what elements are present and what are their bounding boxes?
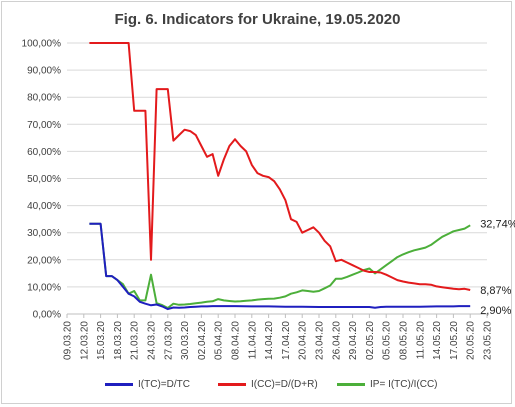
series-end-label: 32,74% (480, 218, 515, 230)
x-tick-label: 02.05.20 (365, 321, 376, 360)
x-tick-label: 14.05.20 (432, 321, 443, 360)
legend-label-icc: I(CC)=D/(D+R) (251, 378, 318, 390)
end-labels: 2,90% 8,87% 32,74% (480, 218, 515, 317)
y-tick-label: 40,00% (27, 201, 61, 212)
series-end-label: 8,87% (480, 285, 511, 297)
x-tick-label: 18.03.20 (113, 321, 124, 360)
x-tick-label: 23.04.20 (315, 321, 326, 360)
series-line (89, 222, 471, 309)
y-tick-label: 80,00% (27, 93, 61, 104)
x-tick-label: 14.04.20 (264, 321, 275, 360)
legend-swatch-icc (218, 382, 246, 386)
y-tick-label: 60,00% (27, 147, 61, 158)
x-tick-label: 15.03.20 (96, 321, 107, 360)
x-tick-label: 02.04.20 (197, 321, 208, 360)
x-axis-ticks: 09.03.20 12.03.20 15.03.20 18.03.20 21.03.20… (63, 314, 494, 360)
x-tick-label: 11.04.20 (247, 321, 258, 360)
x-tick-label: 27.03.20 (163, 321, 174, 360)
x-tick-label: 24.03.20 (147, 321, 158, 360)
gridlines (67, 42, 487, 288)
y-tick-label: 0,00% (33, 310, 61, 321)
x-tick-label: 23.05.20 (483, 321, 494, 360)
y-tick-label: 90,00% (27, 66, 61, 77)
x-tick-label: 12.03.20 (79, 321, 90, 360)
y-tick-label: 70,00% (27, 120, 61, 131)
x-tick-label: 05.04.20 (214, 321, 225, 360)
legend-item-icc: I(CC)=D/(D+R) (218, 375, 318, 393)
x-tick-label: 05.05.20 (382, 321, 393, 360)
x-tick-label: 08.04.20 (231, 321, 242, 360)
x-tick-label: 30.03.20 (180, 321, 191, 360)
x-tick-label: 08.05.20 (399, 321, 410, 360)
series-line (89, 222, 471, 311)
legend-item-itc: I(TC)=D/TC (105, 375, 190, 393)
y-tick-label: 20,00% (27, 255, 61, 266)
legend: I(TC)=D/TC I(CC)=D/(D+R) IP= I(TC)/I(CC) (0, 375, 515, 393)
y-tick-label: 10,00% (27, 282, 61, 293)
x-tick-label: 26.04.20 (331, 321, 342, 360)
legend-item-ip: IP= I(TC)/I(CC) (337, 375, 438, 393)
legend-swatch-ip (337, 382, 365, 386)
y-axis-ticks: 0,00% 10,00% 20,00% 30,00% 40,00% 50,00% 60,00… (22, 39, 62, 321)
x-tick-label: 20.05.20 (466, 321, 477, 360)
x-tick-label: 17.04.20 (281, 321, 292, 360)
y-tick-label: 100,00% (22, 39, 62, 50)
x-tick-label: 11.05.20 (415, 321, 426, 360)
x-tick-label: 29.04.20 (348, 321, 359, 360)
chart-title: Fig. 6. Indicators for Ukraine, 19.05.20… (114, 11, 401, 28)
series-line (89, 42, 471, 291)
legend-label-ip: IP= I(TC)/I(CC) (370, 378, 438, 390)
x-tick-label: 17.05.20 (449, 321, 460, 360)
y-tick-label: 50,00% (27, 174, 61, 185)
y-tick-label: 30,00% (27, 228, 61, 239)
series-lines (89, 42, 471, 311)
series-end-label: 2,90% (480, 305, 511, 317)
x-tick-label: 20.04.20 (298, 321, 309, 360)
x-tick-label: 09.03.20 (63, 321, 74, 360)
legend-swatch-itc (105, 382, 133, 386)
x-tick-label: 21.03.20 (130, 321, 141, 360)
legend-label-itc: I(TC)=D/TC (138, 378, 190, 390)
